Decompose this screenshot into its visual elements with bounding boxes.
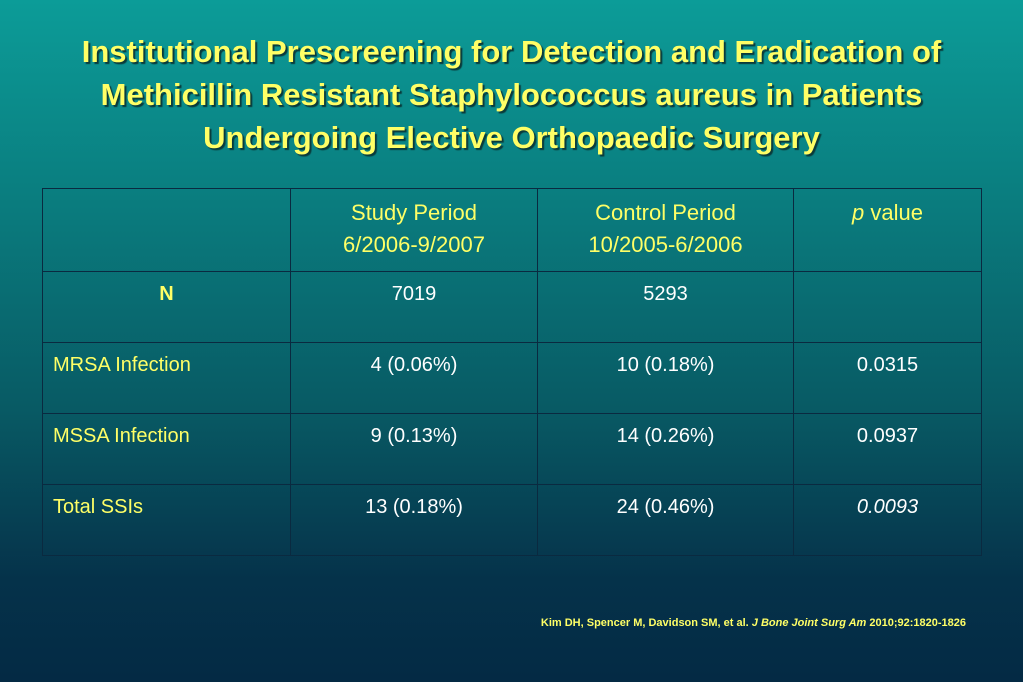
p-cell: 0.0937 bbox=[793, 413, 982, 485]
header-control-period: Control Period 10/2005-6/2006 bbox=[537, 188, 794, 272]
p-cell-significant: 0.0093 bbox=[793, 484, 982, 556]
title-line-3: Undergoing Elective Orthopaedic Surgery bbox=[203, 120, 820, 155]
table-row: MSSA Infection 9 (0.13%) 14 (0.26%) 0.09… bbox=[42, 413, 982, 485]
row-label: MSSA Infection bbox=[42, 413, 291, 485]
table-row: Total SSIs 13 (0.18%) 24 (0.46%) 0.0093 bbox=[42, 484, 982, 556]
study-cell: 7019 bbox=[290, 271, 538, 343]
study-period-label: Study Period bbox=[351, 200, 477, 225]
citation-journal: J Bone Joint Surg Am bbox=[751, 617, 867, 629]
control-cell: 14 (0.26%) bbox=[537, 413, 794, 485]
results-table: Study Period 6/2006-9/2007 Control Perio… bbox=[42, 188, 982, 556]
p-cell: 0.0315 bbox=[793, 342, 982, 414]
control-cell: 10 (0.18%) bbox=[537, 342, 794, 414]
study-cell: 13 (0.18%) bbox=[290, 484, 538, 556]
row-label: Total SSIs bbox=[42, 484, 291, 556]
title-line-1: Institutional Prescreening for Detection… bbox=[81, 34, 942, 69]
table-header-row: Study Period 6/2006-9/2007 Control Perio… bbox=[42, 188, 982, 272]
table-row: MRSA Infection 4 (0.06%) 10 (0.18%) 0.03… bbox=[42, 342, 982, 414]
table-row: N 7019 5293 bbox=[42, 271, 982, 343]
p-value-italic: p bbox=[852, 200, 865, 225]
title-line-2: Methicillin Resistant Staphylococcus aur… bbox=[100, 77, 923, 112]
control-cell: 24 (0.46%) bbox=[537, 484, 794, 556]
row-label: N bbox=[42, 271, 291, 343]
citation: Kim DH, Spencer M, Davidson SM, et al. J… bbox=[541, 617, 966, 629]
study-cell: 4 (0.06%) bbox=[290, 342, 538, 414]
citation-details: 2010;92:1820-1826 bbox=[866, 617, 966, 629]
row-label: MRSA Infection bbox=[42, 342, 291, 414]
p-cell bbox=[793, 271, 982, 343]
control-period-label: Control Period bbox=[595, 200, 736, 225]
study-period-dates: 6/2006-9/2007 bbox=[343, 232, 485, 257]
study-cell: 9 (0.13%) bbox=[290, 413, 538, 485]
control-period-dates: 10/2005-6/2006 bbox=[588, 232, 743, 257]
header-study-period: Study Period 6/2006-9/2007 bbox=[290, 188, 538, 272]
header-p-value: p value bbox=[793, 188, 982, 272]
header-empty-cell bbox=[42, 188, 291, 272]
control-cell: 5293 bbox=[537, 271, 794, 343]
citation-authors: Kim DH, Spencer M, Davidson SM, et al. bbox=[540, 617, 752, 629]
p-value-label: value bbox=[864, 200, 923, 225]
slide-title: Institutional Prescreening for Detection… bbox=[0, 30, 1023, 159]
